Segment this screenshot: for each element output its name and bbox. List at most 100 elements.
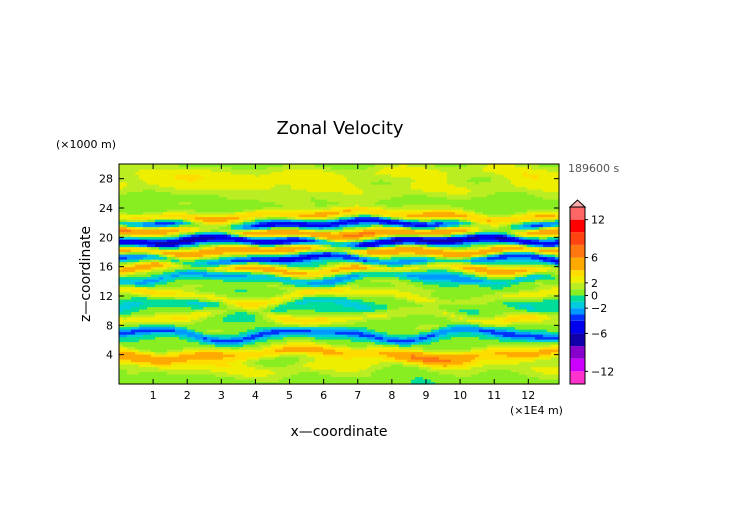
heatmap-cell — [119, 304, 124, 308]
heatmap-cell — [391, 319, 396, 323]
heatmap-cell — [363, 381, 368, 385]
heatmap-cell — [367, 371, 372, 375]
heatmap-cell — [551, 311, 556, 315]
heatmap-cell — [543, 301, 548, 305]
heatmap-cell — [339, 336, 344, 340]
heatmap-cell — [403, 316, 408, 320]
heatmap-cell — [223, 334, 228, 338]
heatmap-cell — [159, 299, 164, 303]
heatmap-cell — [307, 351, 312, 355]
heatmap-cell — [407, 321, 412, 325]
heatmap-cell — [251, 336, 256, 340]
heatmap-cell — [367, 324, 372, 328]
heatmap-cell — [443, 366, 448, 370]
heatmap-cell — [155, 271, 160, 275]
heatmap-cell — [227, 359, 232, 363]
heatmap-cell — [303, 379, 308, 383]
heatmap-cell — [171, 349, 176, 353]
heatmap-cell — [219, 319, 224, 323]
heatmap-cell — [251, 366, 256, 370]
heatmap-cell — [503, 304, 508, 308]
heatmap-cell — [131, 329, 136, 333]
heatmap-cell — [155, 314, 160, 318]
heatmap-cell — [131, 299, 136, 303]
heatmap-cell — [379, 296, 384, 300]
heatmap-cell — [291, 379, 296, 383]
heatmap-cell — [535, 369, 540, 373]
heatmap-cell — [511, 341, 516, 345]
heatmap-cell — [523, 369, 528, 373]
heatmap-cell — [119, 276, 124, 280]
heatmap-cell — [531, 369, 536, 373]
heatmap-cell — [323, 324, 328, 328]
heatmap-cell — [179, 281, 184, 285]
heatmap-cell — [335, 321, 340, 325]
heatmap-cell — [187, 276, 192, 280]
heatmap-cell — [239, 286, 244, 290]
heatmap-cell — [531, 289, 536, 293]
heatmap-cell — [127, 309, 132, 313]
heatmap-cell — [219, 331, 224, 335]
heatmap-cell — [535, 294, 540, 298]
heatmap-cell — [383, 379, 388, 383]
heatmap-cell — [131, 361, 136, 365]
heatmap-cell — [295, 366, 300, 370]
heatmap-cell — [519, 374, 524, 378]
heatmap-cell — [191, 361, 196, 365]
heatmap-cell — [247, 289, 252, 293]
heatmap-cell — [391, 301, 396, 305]
heatmap-cell — [267, 354, 272, 358]
heatmap-cell — [195, 324, 200, 328]
heatmap-cell — [207, 366, 212, 370]
heatmap-cell — [271, 381, 276, 385]
heatmap-cell — [407, 339, 412, 343]
heatmap-cell — [475, 306, 480, 310]
heatmap-cell — [355, 289, 360, 293]
heatmap-cell — [527, 286, 532, 290]
heatmap-cell — [315, 334, 320, 338]
heatmap-cell — [407, 376, 412, 380]
heatmap-cell — [555, 376, 560, 380]
heatmap-cell — [359, 336, 364, 340]
heatmap-cell — [439, 299, 444, 303]
heatmap-cell — [167, 311, 172, 315]
heatmap-cell — [159, 309, 164, 313]
heatmap-cell — [527, 319, 532, 323]
heatmap-cell — [191, 279, 196, 283]
heatmap-cell — [251, 346, 256, 350]
heatmap-cell — [427, 346, 432, 350]
heatmap-cell — [439, 344, 444, 348]
heatmap-cell — [411, 301, 416, 305]
heatmap-cell — [547, 344, 552, 348]
heatmap-cell — [151, 294, 156, 298]
heatmap-cell — [443, 319, 448, 323]
heatmap-cell — [175, 354, 180, 358]
heatmap-cell — [531, 276, 536, 280]
heatmap-cell — [151, 346, 156, 350]
heatmap-cell — [183, 311, 188, 315]
heatmap-cell — [343, 284, 348, 288]
heatmap-cell — [403, 381, 408, 385]
heatmap-cell — [451, 299, 456, 303]
heatmap-cell — [399, 276, 404, 280]
heatmap-cell — [263, 274, 268, 278]
heatmap-cell — [251, 379, 256, 383]
heatmap-cell — [315, 324, 320, 328]
heatmap-cell — [499, 361, 504, 365]
heatmap-cell — [175, 371, 180, 375]
heatmap-cell — [335, 344, 340, 348]
heatmap-cell — [191, 341, 196, 345]
heatmap-cell — [435, 364, 440, 368]
heatmap-cell — [171, 289, 176, 293]
heatmap-cell — [547, 271, 552, 275]
heatmap-cell — [355, 281, 360, 285]
heatmap-cell — [219, 349, 224, 353]
heatmap-cell — [399, 331, 404, 335]
heatmap-cell — [319, 294, 324, 298]
heatmap-cell — [383, 376, 388, 380]
heatmap-cell — [119, 296, 124, 300]
heatmap-cell — [235, 281, 240, 285]
heatmap-cell — [239, 304, 244, 308]
heatmap-cell — [123, 301, 128, 305]
heatmap-cell — [503, 324, 508, 328]
